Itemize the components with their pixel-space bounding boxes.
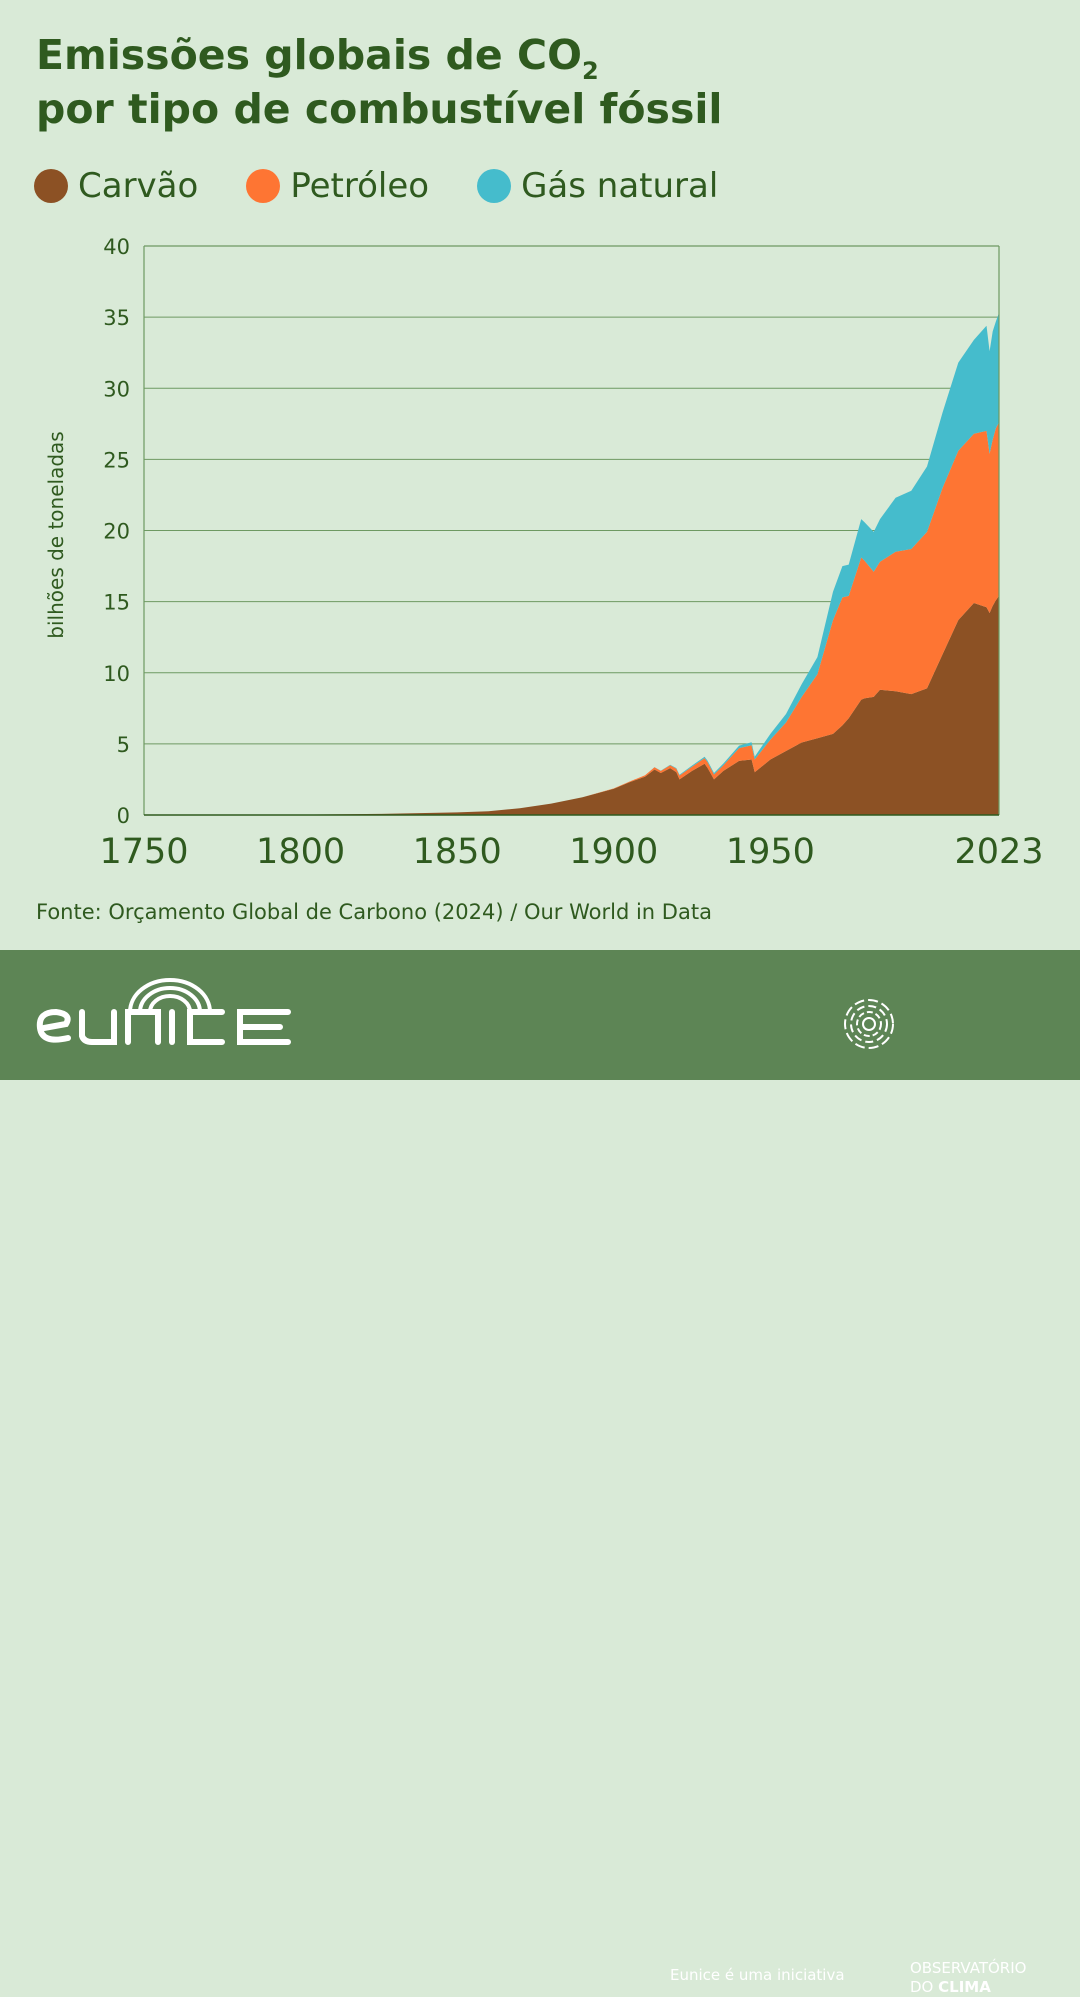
y-tick-label-35: 35 xyxy=(103,306,130,330)
x-tick-label-2023: 2023 xyxy=(954,832,1043,872)
y-tick-label-5: 5 xyxy=(117,733,130,757)
initiative-text: Eunice é uma iniciativa xyxy=(670,1966,845,1984)
chart-legend: Carvão Petróleo Gás natural xyxy=(34,166,766,206)
stacked-area-chart: 0 5 10 15 20 25 30 35 40 1750 1800 1850 1900 1950 202… xyxy=(44,235,1044,872)
area-coal xyxy=(144,595,999,815)
legend-item-gas: Gás natural xyxy=(477,166,718,206)
y-tick-label-15: 15 xyxy=(103,591,130,615)
legend-label-coal: Carvão xyxy=(78,166,199,206)
y-tick-label-20: 20 xyxy=(103,520,130,544)
x-tick-label-1950: 1950 xyxy=(726,832,815,872)
source-note: Fonte: Orçamento Global de Carbono (2024… xyxy=(36,900,712,924)
x-tick-label-1850: 1850 xyxy=(413,832,502,872)
legend-swatch-oil xyxy=(246,169,281,203)
observatorio-clima-logo-icon xyxy=(844,999,894,1049)
x-tick-labels: 1750 1800 1850 1900 1950 2023 xyxy=(99,832,1043,872)
legend-swatch-coal xyxy=(34,169,68,203)
y-tick-labels: 0 5 10 15 20 25 30 35 40 xyxy=(103,235,130,828)
partner-line2a: DO xyxy=(910,1978,939,1996)
footer-bar: Eunice é uma iniciativa OBSERVATÓRIO DO … xyxy=(0,950,1080,1996)
title-line1: Emissões globais de CO2 xyxy=(36,31,599,85)
partner-name: OBSERVATÓRIO DO CLIMA xyxy=(910,1959,1026,1997)
y-tick-label-25: 25 xyxy=(103,448,130,472)
area-series xyxy=(144,312,999,815)
partner-line2b: CLIMA xyxy=(938,1978,991,1996)
legend-label-gas: Gás natural xyxy=(521,166,719,206)
partner-line1: OBSERVATÓRIO xyxy=(910,1959,1027,1977)
eunice-logo xyxy=(36,978,291,1045)
x-tick-label-1800: 1800 xyxy=(256,832,345,872)
plot-frame xyxy=(143,245,1000,816)
legend-item-coal: Carvão xyxy=(34,166,198,206)
legend-swatch-gas xyxy=(477,169,512,203)
y-axis-label: bilhões de toneladas xyxy=(44,431,68,638)
title-line2: por tipo de combustível fóssil xyxy=(36,85,723,133)
title-subscript: 2 xyxy=(581,57,599,85)
legend-item-oil: Petróleo xyxy=(246,166,429,206)
y-tick-label-0: 0 xyxy=(117,804,130,828)
y-tick-label-40: 40 xyxy=(103,235,130,259)
x-tick-label-1900: 1900 xyxy=(569,832,658,872)
y-tick-label-30: 30 xyxy=(103,377,130,401)
x-tick-label-1750: 1750 xyxy=(99,832,188,872)
y-tick-label-10: 10 xyxy=(103,662,130,686)
chart-title: Emissões globais de CO2 por tipo de combu… xyxy=(36,28,722,136)
legend-label-oil: Petróleo xyxy=(290,166,430,206)
